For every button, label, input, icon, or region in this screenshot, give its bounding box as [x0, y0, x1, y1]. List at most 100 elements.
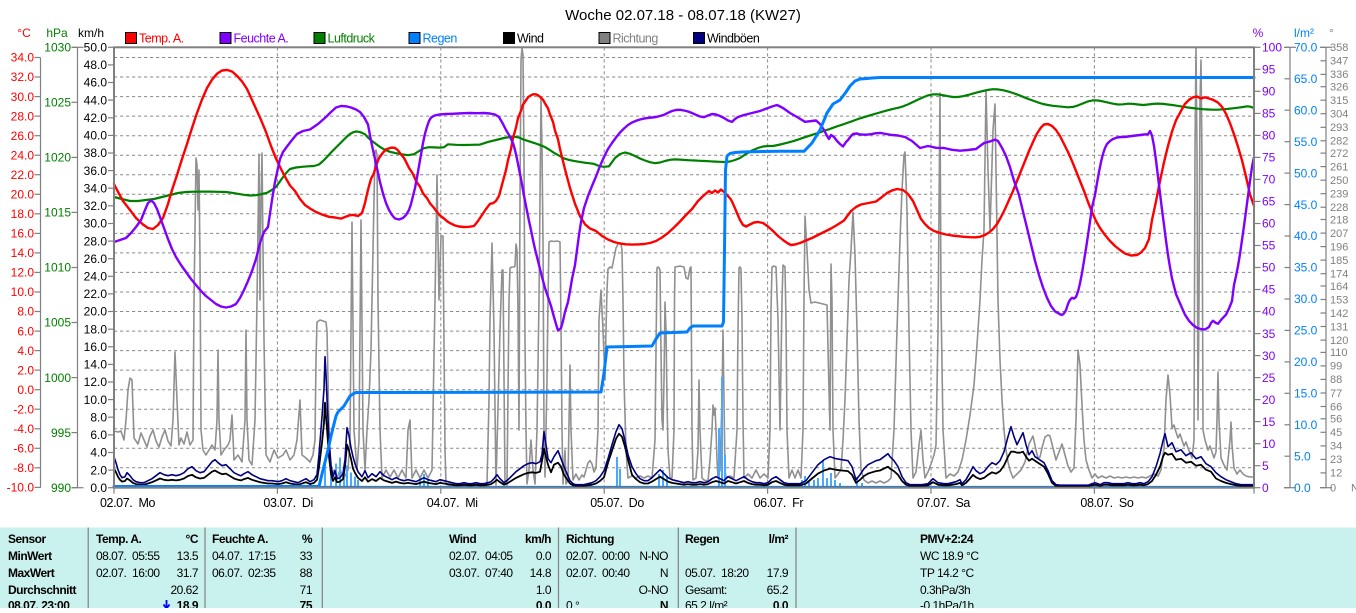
svg-text:l/m²: l/m² [1294, 26, 1314, 40]
svg-text:Feuchte A.: Feuchte A. [234, 32, 289, 46]
svg-text:30: 30 [1262, 349, 1276, 363]
svg-text:O-NO: O-NO [639, 583, 668, 597]
svg-text:65.2: 65.2 [767, 583, 789, 597]
svg-text:1030: 1030 [44, 41, 71, 55]
svg-text:34.0: 34.0 [84, 181, 108, 195]
svg-text:10.0: 10.0 [1294, 418, 1318, 432]
svg-text:%: % [1253, 26, 1264, 40]
svg-text:32.0: 32.0 [11, 70, 35, 84]
svg-text:Gesamt:: Gesamt: [685, 583, 727, 597]
svg-text:TP 14.2 °C: TP 14.2 °C [920, 566, 974, 580]
svg-text:-4.0: -4.0 [13, 422, 34, 436]
svg-text:18.0: 18.0 [11, 207, 35, 221]
svg-text:272: 272 [1330, 148, 1348, 160]
svg-text:45.0: 45.0 [1294, 198, 1318, 212]
svg-text:326: 326 [1330, 82, 1348, 94]
svg-text:25: 25 [1262, 371, 1276, 385]
svg-text:km/h: km/h [525, 532, 551, 546]
svg-text:85: 85 [1262, 107, 1276, 121]
svg-text:32.0: 32.0 [84, 199, 108, 213]
svg-text:13.5: 13.5 [177, 549, 199, 563]
svg-text:22.0: 22.0 [84, 287, 108, 301]
svg-text:95: 95 [1262, 63, 1276, 77]
svg-text:16.0: 16.0 [11, 227, 35, 241]
svg-text:315: 315 [1330, 95, 1348, 107]
svg-text:Sensor: Sensor [8, 532, 47, 546]
svg-text:°: ° [1329, 26, 1334, 40]
svg-text:60: 60 [1262, 217, 1276, 231]
svg-text:50: 50 [1262, 261, 1276, 275]
svg-text:0 °: 0 ° [566, 599, 580, 609]
svg-text:Regen: Regen [423, 32, 458, 46]
svg-text:45: 45 [1330, 427, 1342, 439]
svg-text:0.0: 0.0 [1294, 481, 1311, 495]
svg-text:0.0: 0.0 [90, 481, 107, 495]
svg-text:02.07. Mo: 02.07. Mo [100, 496, 156, 510]
svg-text:N: N [660, 599, 668, 609]
svg-text:Wind: Wind [449, 532, 476, 546]
svg-text:45: 45 [1262, 283, 1276, 297]
svg-text:304: 304 [1330, 109, 1348, 121]
svg-text:26.0: 26.0 [11, 129, 35, 143]
svg-text:Woche 02.07.18 - 08.07.18 (KW2: Woche 02.07.18 - 08.07.18 (KW27) [565, 7, 801, 24]
svg-text:28.0: 28.0 [11, 109, 35, 123]
svg-text:1005: 1005 [44, 316, 71, 330]
svg-text:6.0: 6.0 [17, 324, 34, 338]
svg-text:15: 15 [1262, 415, 1276, 429]
svg-text:l/m²: l/m² [769, 532, 789, 546]
svg-text:70.0: 70.0 [1294, 41, 1318, 55]
svg-text:995: 995 [51, 426, 71, 440]
svg-text:02.07. 00:40: 02.07. 00:40 [566, 566, 630, 580]
svg-text:km/h: km/h [78, 26, 104, 40]
svg-text:08.07. 23:00: 08.07. 23:00 [8, 599, 70, 609]
svg-text:6.0: 6.0 [90, 428, 107, 442]
svg-text:°C: °C [17, 26, 31, 40]
svg-text:42.0: 42.0 [84, 111, 108, 125]
svg-text:60.0: 60.0 [1294, 103, 1318, 117]
svg-text:77: 77 [1330, 388, 1342, 400]
svg-text:31.7: 31.7 [177, 566, 199, 580]
svg-text:14.0: 14.0 [11, 246, 35, 260]
svg-text:336: 336 [1330, 69, 1348, 81]
svg-text:33: 33 [300, 549, 313, 563]
svg-text:14.0: 14.0 [84, 358, 108, 372]
svg-text:50.0: 50.0 [1294, 166, 1318, 180]
svg-text:4.0: 4.0 [90, 446, 107, 460]
svg-text:75: 75 [300, 599, 313, 609]
svg-text:0: 0 [1330, 483, 1336, 495]
svg-text:20.0: 20.0 [1294, 355, 1318, 369]
svg-text:65.2 l/m²: 65.2 l/m² [685, 599, 728, 609]
svg-text:0: 0 [1262, 481, 1269, 495]
svg-text:10.0: 10.0 [84, 393, 108, 407]
svg-text:34.0: 34.0 [11, 51, 35, 65]
svg-text:38.0: 38.0 [84, 146, 108, 160]
svg-text:20.0: 20.0 [11, 188, 35, 202]
svg-text:65: 65 [1262, 195, 1276, 209]
svg-text:990: 990 [51, 481, 71, 495]
svg-text:PMV+2:24: PMV+2:24 [920, 532, 974, 546]
svg-text:06.07. Fr: 06.07. Fr [754, 496, 804, 510]
svg-text:196: 196 [1330, 241, 1348, 253]
svg-text:12.0: 12.0 [11, 266, 35, 280]
svg-text:Richtung: Richtung [566, 532, 614, 546]
svg-text:66: 66 [1330, 401, 1342, 413]
svg-text:100: 100 [1262, 41, 1282, 55]
svg-text:06.07. 02:35: 06.07. 02:35 [212, 566, 276, 580]
svg-text:28.0: 28.0 [84, 234, 108, 248]
svg-text:07.07. Sa: 07.07. Sa [917, 496, 970, 510]
svg-text:26.0: 26.0 [84, 252, 108, 266]
svg-text:Temp. A.: Temp. A. [139, 32, 184, 46]
svg-text:40: 40 [1262, 305, 1276, 319]
svg-text:Windböen: Windböen [707, 32, 760, 46]
svg-text:75: 75 [1262, 151, 1276, 165]
svg-text:36.0: 36.0 [84, 164, 108, 178]
svg-text:12.0: 12.0 [84, 375, 108, 389]
svg-text:131: 131 [1330, 321, 1348, 333]
svg-text:174: 174 [1330, 269, 1348, 281]
svg-text:0.0: 0.0 [536, 549, 552, 563]
svg-text:35: 35 [1262, 327, 1276, 341]
svg-text:46.0: 46.0 [84, 76, 108, 90]
svg-text:WC 18.9 °C: WC 18.9 °C [920, 549, 979, 563]
svg-text:-6.0: -6.0 [13, 442, 34, 456]
svg-text:18.0: 18.0 [84, 322, 108, 336]
